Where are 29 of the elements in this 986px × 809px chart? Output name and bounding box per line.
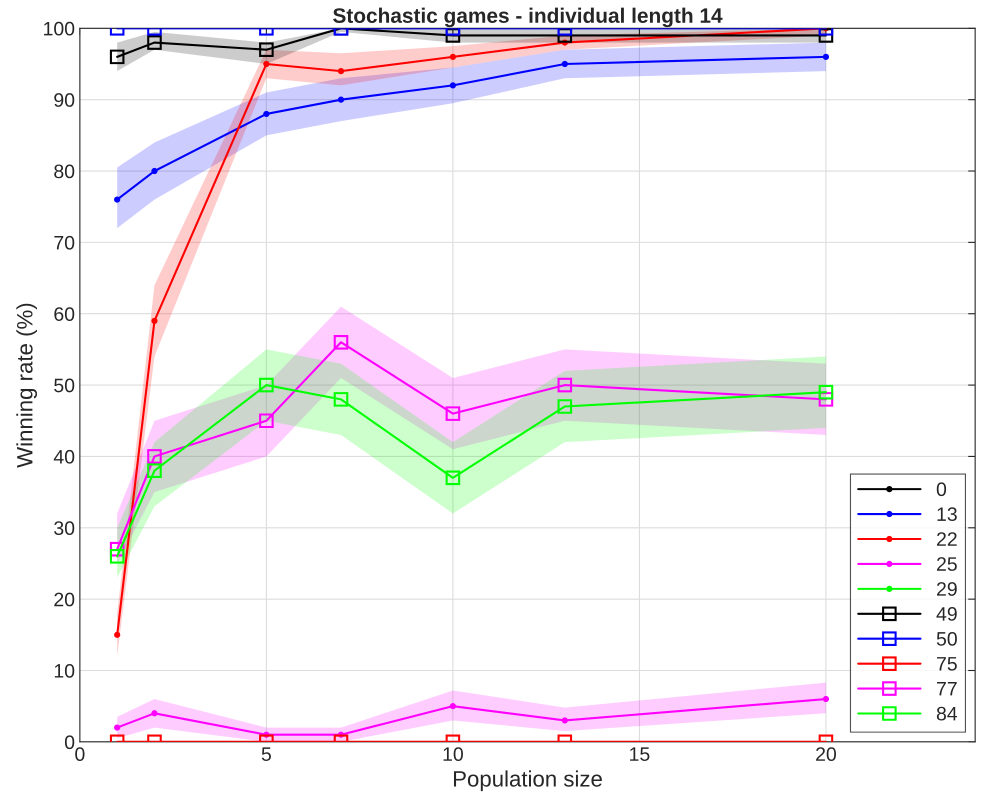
legend-label: 77 (937, 682, 957, 696)
y-tick-label: 70 (54, 236, 74, 250)
legend-label: 50 (936, 632, 957, 646)
y-tick-label: 60 (54, 307, 74, 321)
y-tick-label: 0 (64, 735, 74, 750)
x-tick-label: 0 (75, 747, 85, 761)
legend-label: 84 (936, 706, 958, 721)
y-tick-label: 90 (54, 93, 74, 107)
y-tick-label: 30 (54, 521, 74, 536)
y-tick-label: 80 (54, 164, 74, 178)
legend-label: 25 (937, 557, 957, 571)
x-tick-label: 15 (630, 747, 650, 761)
legend-label: 75 (937, 657, 957, 671)
y-tick-label: 50 (54, 378, 74, 392)
y-axis-title: Winning rate (%) (16, 304, 38, 468)
legend-label: 0 (936, 482, 946, 496)
chart-title: Stochastic games - individual length 14 (333, 8, 722, 28)
y-tick-label: 20 (54, 592, 74, 606)
legend-label: 49 (936, 607, 957, 621)
y-tick-label: 10 (54, 664, 74, 678)
x-tick-label: 20 (816, 747, 836, 761)
legend-label: 29 (937, 582, 957, 596)
x-axis-title: Population size (454, 770, 602, 792)
legend-label: 13 (938, 507, 957, 522)
y-tick-label: 100 (44, 22, 74, 36)
legend-label: 22 (937, 532, 957, 546)
y-tick-label: 40 (54, 450, 74, 464)
x-tick-label: 5 (262, 747, 271, 761)
x-tick-label: 10 (444, 747, 463, 761)
